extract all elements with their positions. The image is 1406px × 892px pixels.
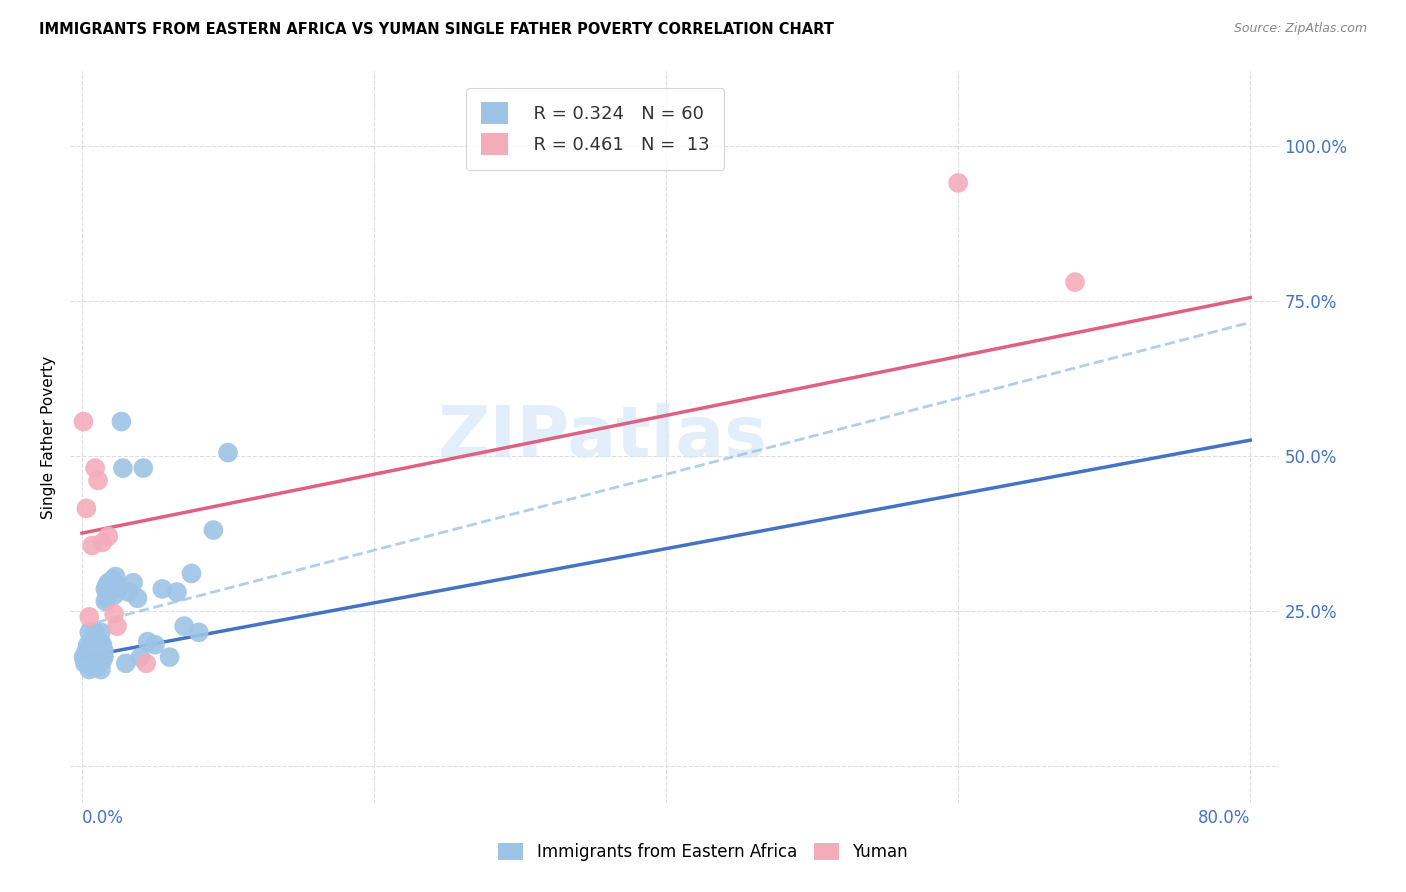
Point bbox=[105, 619, 128, 633]
Point bbox=[122, 575, 145, 590]
Point bbox=[110, 415, 132, 429]
Point bbox=[90, 625, 112, 640]
Point bbox=[97, 529, 120, 543]
Point bbox=[93, 644, 115, 658]
Point bbox=[94, 582, 117, 596]
Point bbox=[87, 657, 110, 671]
Point bbox=[96, 591, 118, 606]
Point bbox=[96, 579, 118, 593]
Text: Source: ZipAtlas.com: Source: ZipAtlas.com bbox=[1233, 22, 1367, 36]
Point bbox=[79, 650, 101, 665]
Point bbox=[79, 610, 101, 624]
Point bbox=[104, 569, 127, 583]
Point bbox=[946, 176, 969, 190]
Point bbox=[93, 650, 115, 665]
Legend: Immigrants from Eastern Africa, Yuman: Immigrants from Eastern Africa, Yuman bbox=[492, 836, 914, 868]
Point bbox=[111, 461, 134, 475]
Point bbox=[166, 585, 188, 599]
Point bbox=[87, 634, 110, 648]
Point bbox=[132, 461, 155, 475]
Point bbox=[89, 634, 111, 648]
Point bbox=[136, 634, 159, 648]
Legend:   R = 0.324   N = 60,   R = 0.461   N =  13: R = 0.324 N = 60, R = 0.461 N = 13 bbox=[467, 87, 724, 169]
Point bbox=[72, 415, 94, 429]
Point bbox=[135, 657, 157, 671]
Point bbox=[76, 638, 98, 652]
Point bbox=[82, 539, 104, 553]
Point bbox=[82, 634, 104, 648]
Point bbox=[86, 650, 108, 665]
Point bbox=[83, 650, 105, 665]
Point bbox=[80, 657, 103, 671]
Point bbox=[91, 653, 114, 667]
Text: ZIPatlas: ZIPatlas bbox=[437, 402, 768, 472]
Point bbox=[180, 566, 202, 581]
Point bbox=[83, 638, 105, 652]
Point bbox=[84, 461, 107, 475]
Point bbox=[94, 594, 117, 608]
Point bbox=[91, 638, 114, 652]
Point bbox=[89, 647, 111, 661]
Point bbox=[75, 644, 97, 658]
Point bbox=[97, 575, 120, 590]
Point bbox=[73, 657, 96, 671]
Point bbox=[75, 501, 97, 516]
Point bbox=[100, 582, 122, 596]
Point bbox=[72, 650, 94, 665]
Point bbox=[79, 625, 101, 640]
Point bbox=[103, 588, 125, 602]
Point bbox=[159, 650, 181, 665]
Text: 0.0%: 0.0% bbox=[82, 809, 124, 827]
Point bbox=[127, 591, 149, 606]
Point bbox=[187, 625, 209, 640]
Point bbox=[82, 659, 104, 673]
Point bbox=[103, 607, 125, 621]
Point bbox=[150, 582, 173, 596]
Point bbox=[107, 582, 129, 596]
Point bbox=[101, 573, 124, 587]
Text: IMMIGRANTS FROM EASTERN AFRICA VS YUMAN SINGLE FATHER POVERTY CORRELATION CHART: IMMIGRANTS FROM EASTERN AFRICA VS YUMAN … bbox=[39, 22, 834, 37]
Point bbox=[100, 575, 122, 590]
Point bbox=[91, 535, 114, 549]
Point bbox=[118, 585, 141, 599]
Point bbox=[97, 588, 120, 602]
Point bbox=[79, 663, 101, 677]
Point bbox=[87, 474, 110, 488]
Point bbox=[90, 663, 112, 677]
Point bbox=[129, 650, 152, 665]
Point bbox=[86, 659, 108, 673]
Point bbox=[173, 619, 195, 633]
Point bbox=[80, 640, 103, 655]
Point bbox=[1064, 275, 1087, 289]
Point bbox=[98, 585, 121, 599]
Point bbox=[217, 445, 239, 459]
Point bbox=[105, 579, 128, 593]
Text: 80.0%: 80.0% bbox=[1198, 809, 1250, 827]
Point bbox=[114, 657, 136, 671]
Y-axis label: Single Father Poverty: Single Father Poverty bbox=[41, 356, 56, 518]
Point bbox=[84, 653, 107, 667]
Point bbox=[86, 640, 108, 655]
Point bbox=[84, 625, 107, 640]
Point bbox=[143, 638, 166, 652]
Point bbox=[202, 523, 225, 537]
